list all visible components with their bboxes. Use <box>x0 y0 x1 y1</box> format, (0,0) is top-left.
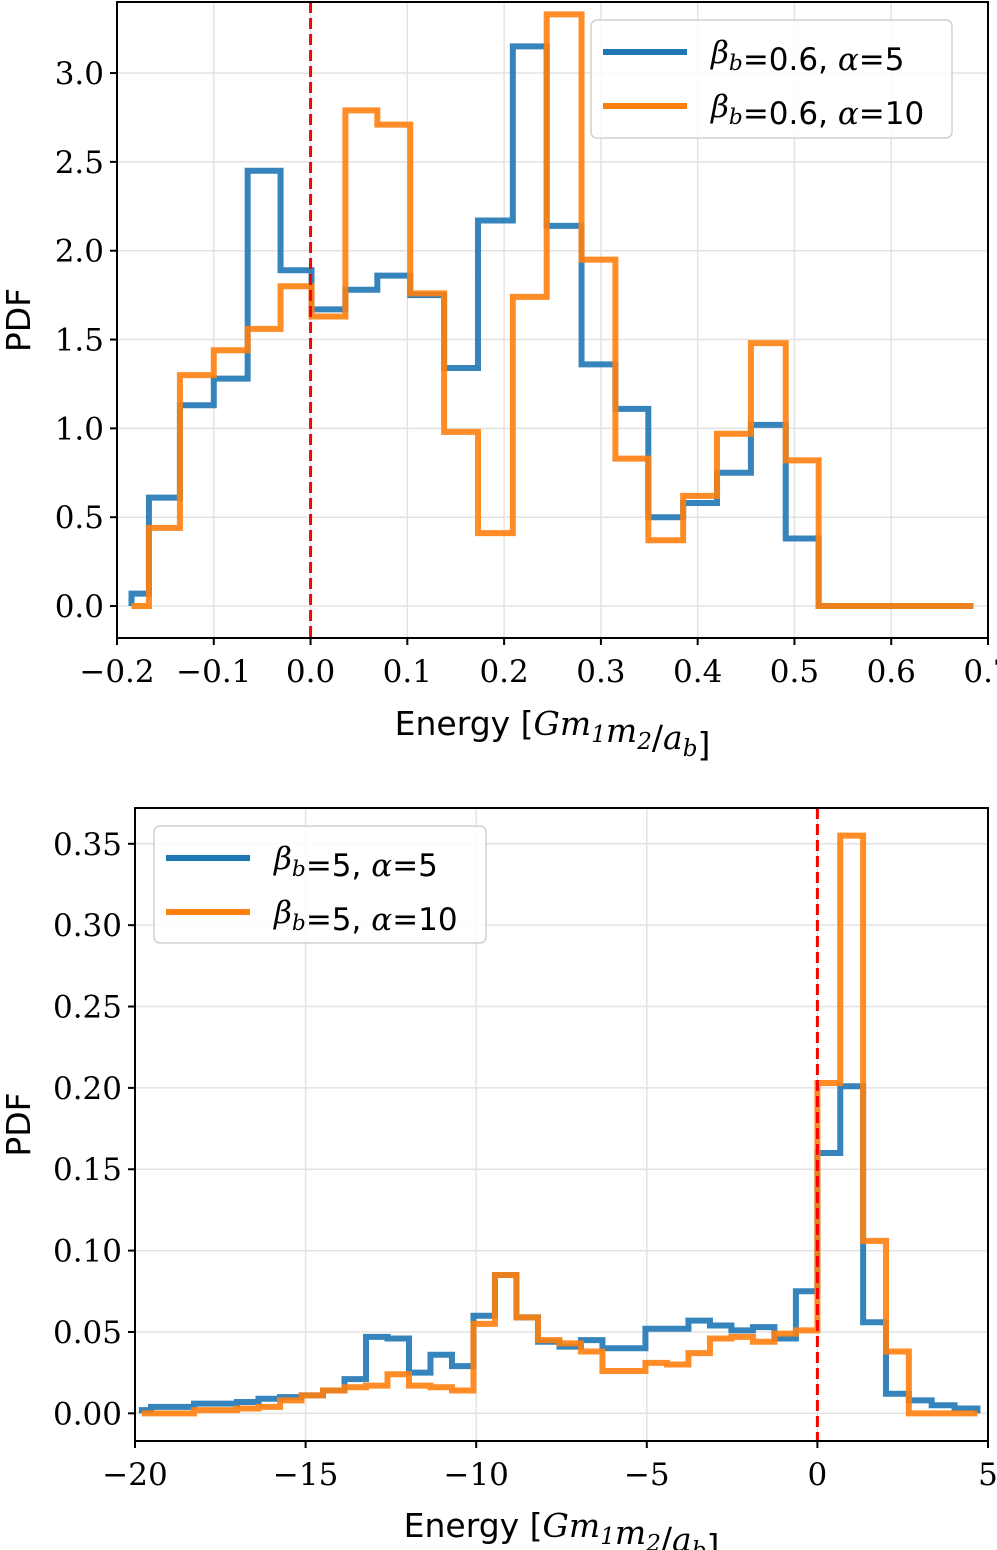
x-tick-label: 0.6 <box>867 654 916 690</box>
top-histogram-panel: −0.2 −0.1 0.0 0.1 0.2 0.3 0.4 0.5 0.6 0.7 0.0 0.5 1.… <box>0 1 997 764</box>
x-axis-label: Energy [Gm1m2/ab] <box>395 704 711 764</box>
x-tick-label: −15 <box>273 1457 338 1493</box>
x-axis-label: Energy [Gm1m2/ab] <box>404 1506 720 1550</box>
legend-label-2: βb=0.6, α=10 <box>710 89 924 132</box>
y-tick-label: 0.15 <box>53 1152 122 1188</box>
axes-frame <box>134 807 989 1442</box>
x-tick-label: −20 <box>102 1457 167 1493</box>
x-tick-label: 0.5 <box>770 654 819 690</box>
y-tick-label: 1.5 <box>55 323 104 359</box>
y-tick-label: 2.5 <box>55 145 104 181</box>
axes-frame <box>116 1 989 639</box>
y-tick-label: 0.05 <box>53 1315 122 1351</box>
y-axis-label: PDF <box>0 1092 38 1156</box>
x-tick-label: 0.3 <box>576 654 625 690</box>
x-tick-label: −5 <box>624 1457 670 1493</box>
legend: βb=0.6, α=5 βb=0.6, α=10 <box>590 19 953 139</box>
legend-label-1: βb=0.6, α=5 <box>710 35 905 78</box>
histogram-series-1 <box>138 1083 981 1414</box>
x-tick-label: 0.2 <box>479 654 528 690</box>
legend-label-2: βb=5, α=10 <box>273 895 458 938</box>
x-tick-label: −0.1 <box>176 654 251 690</box>
x-tick-label: 0.1 <box>383 654 432 690</box>
x-tick-label: 0.0 <box>286 654 335 690</box>
y-tick-label: 0.20 <box>53 1071 122 1107</box>
y-tick-label: 0.00 <box>53 1396 122 1432</box>
histogram-series-2 <box>131 11 974 610</box>
y-tick-label: 0.5 <box>55 500 104 536</box>
y-axis-label: PDF <box>0 288 38 352</box>
y-tick-label: 0.10 <box>53 1234 122 1270</box>
y-tick-label: 1.0 <box>55 411 104 447</box>
y-tick-label: 0.30 <box>53 908 122 944</box>
y-tick-label: 3.0 <box>55 56 104 92</box>
y-tick-label: 0.25 <box>53 990 122 1026</box>
x-tick-label: −0.2 <box>79 654 154 690</box>
y-tick-label: 2.0 <box>55 234 104 270</box>
x-tick-label: −10 <box>443 1457 508 1493</box>
x-tick-label: 0.7 <box>963 654 997 690</box>
y-tick-label: 0.0 <box>55 589 104 625</box>
x-tick-label: 0.4 <box>673 654 722 690</box>
x-tick-label: 0 <box>808 1457 828 1493</box>
legend-label-1: βb=5, α=5 <box>273 841 438 884</box>
legend: βb=5, α=5 βb=5, α=10 <box>153 825 487 944</box>
bottom-histogram-panel: −20 −15 −10 −5 0 5 0.00 0.05 0.10 0.15 0.20 0.25 0.3… <box>0 807 997 1550</box>
y-tick-label: 0.35 <box>53 827 122 863</box>
x-tick-label: 5 <box>978 1457 997 1493</box>
